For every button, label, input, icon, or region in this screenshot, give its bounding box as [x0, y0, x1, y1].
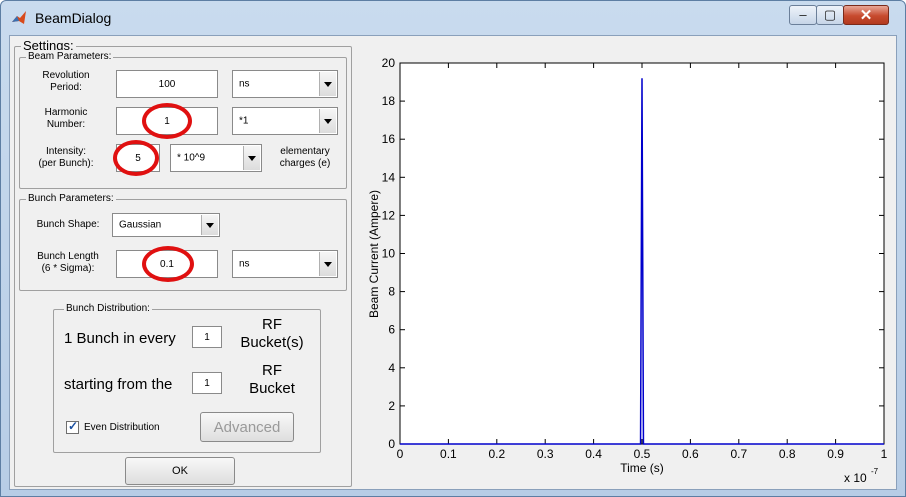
x-tick-label: 0.3: [537, 447, 554, 461]
revolution-period-unit-value: ns: [239, 78, 250, 90]
chevron-down-icon: [324, 119, 332, 124]
start-suffix-label: RF Bucket: [249, 362, 295, 397]
bucket-interval-input[interactable]: 1: [192, 326, 222, 348]
chevron-down-icon: [324, 82, 332, 87]
dialog-client-area: Settings: Beam Parameters: Revolution Pe…: [9, 35, 897, 490]
every-prefix-label: 1 Bunch in every: [64, 330, 176, 347]
maximize-button[interactable]: ▢: [816, 5, 844, 25]
bunch-shape-label: Bunch Shape:: [36, 219, 100, 230]
beam-parameters-title: Beam Parameters:: [26, 50, 114, 64]
y-tick-label: 4: [388, 361, 395, 375]
x-tick-label: 0.1: [440, 447, 457, 461]
dropdown-button[interactable]: [201, 215, 218, 235]
bunch-length-label: Bunch Length (6 * Sigma):: [37, 251, 99, 274]
harmonic-number-input[interactable]: 1: [116, 107, 218, 135]
beam-parameters-panel: Beam Parameters: Revolution Period: 100 …: [19, 50, 347, 189]
dropdown-button[interactable]: [319, 72, 336, 96]
bunch-shape-dropdown[interactable]: Gaussian: [112, 213, 220, 237]
bunch-distribution-panel: Bunch Distribution: 1 Bunch in every 1 R…: [53, 302, 321, 453]
close-icon: ✕: [859, 7, 873, 24]
matlab-icon: [12, 11, 26, 24]
settings-panel: Settings: Beam Parameters: Revolution Pe…: [14, 39, 352, 487]
y-tick-label: 6: [388, 323, 395, 337]
beam-current-series-line: [400, 78, 884, 445]
start-bucket-input[interactable]: 1: [192, 372, 222, 394]
x-tick-label: 0.6: [682, 447, 699, 461]
y-tick-label: 0: [388, 437, 395, 451]
harmonic-number-unit-dropdown[interactable]: *1: [232, 107, 338, 135]
y-tick-label: 10: [382, 247, 396, 261]
bunch-distribution-title: Bunch Distribution:: [64, 302, 152, 316]
x-tick-label: 0.2: [488, 447, 505, 461]
harmonic-number-label: Harmonic Number:: [44, 107, 88, 130]
window-title: BeamDialog: [35, 10, 112, 26]
y-tick-label: 2: [388, 399, 395, 413]
beam-current-plot: 0 0.1 0.2 0.3 0.4 0.5 0.6 0.7 0.8 0.9 1 0 2 4 6 8 10 12 1…: [367, 56, 888, 485]
maximize-icon: ▢: [823, 7, 837, 22]
x-tick-label: 0.7: [730, 447, 747, 461]
dropdown-button[interactable]: [243, 146, 260, 170]
bunch-parameters-panel: Bunch Parameters: Bunch Shape: Gaussian …: [19, 192, 347, 291]
start-prefix-label: starting from the: [64, 376, 173, 393]
axis-ticks: [399, 62, 885, 445]
harmonic-number-unit-value: *1: [239, 115, 249, 127]
y-tick-label: 12: [382, 208, 396, 222]
even-distribution-label: Even Distribution: [84, 422, 160, 433]
bunch-parameters-title: Bunch Parameters:: [26, 192, 116, 206]
y-axis-label: Beam Current (Ampere): [367, 190, 381, 318]
chevron-down-icon: [206, 223, 214, 228]
y-tick-label: 20: [382, 56, 396, 70]
x-tick-label: 0.9: [827, 447, 844, 461]
x-tick-label: 0.5: [634, 447, 651, 461]
minimize-button[interactable]: –: [789, 5, 817, 25]
title-bar[interactable]: BeamDialog – ▢ ✕: [1, 1, 905, 35]
x-multiplier-label: x 10: [844, 471, 867, 485]
close-button[interactable]: ✕: [843, 5, 889, 25]
y-tick-label: 16: [382, 132, 396, 146]
x-tick-label: 1: [881, 447, 888, 461]
x-tick-labels: 0 0.1 0.2 0.3 0.4 0.5 0.6 0.7 0.8 0.9 1: [397, 447, 888, 461]
bunch-length-unit-value: ns: [239, 258, 250, 270]
y-tick-labels: 0 2 4 6 8 10 12 14 16 18 20: [382, 56, 396, 451]
intensity-label: Intensity: (per Bunch):: [38, 146, 94, 169]
y-tick-label: 14: [382, 170, 396, 184]
x-tick-label: 0.8: [779, 447, 796, 461]
revolution-period-unit-dropdown[interactable]: ns: [232, 70, 338, 98]
intensity-unit-value: * 10^9: [177, 152, 206, 164]
revolution-period-label: Revolution Period:: [42, 70, 90, 93]
revolution-period-input[interactable]: 100: [116, 70, 218, 98]
x-tick-label: 0.4: [585, 447, 602, 461]
advanced-button[interactable]: Advanced: [200, 412, 294, 442]
bunch-length-input[interactable]: 0.1: [116, 250, 218, 278]
minimize-icon: –: [799, 7, 807, 22]
bunch-length-unit-dropdown[interactable]: ns: [232, 250, 338, 278]
y-tick-label: 8: [388, 285, 395, 299]
even-distribution-checkbox[interactable]: ✓: [66, 419, 79, 434]
bunch-shape-value: Gaussian: [119, 219, 162, 231]
chevron-down-icon: [248, 156, 256, 161]
dropdown-button[interactable]: [319, 109, 336, 133]
ok-button[interactable]: OK: [125, 457, 235, 485]
checkmark-icon: ✓: [68, 419, 79, 433]
x-multiplier-exponent: -7: [871, 467, 879, 476]
every-suffix-label: RF Bucket(s): [240, 316, 304, 351]
dropdown-button[interactable]: [319, 252, 336, 276]
y-tick-label: 18: [382, 94, 396, 108]
intensity-unit-dropdown[interactable]: * 10^9: [170, 144, 262, 172]
chevron-down-icon: [324, 262, 332, 267]
settings-title: Settings:: [21, 38, 76, 53]
intensity-unit-suffix: elementary charges (e): [279, 146, 331, 169]
x-axis-label: Time (s): [620, 461, 664, 475]
x-tick-label: 0: [397, 447, 404, 461]
